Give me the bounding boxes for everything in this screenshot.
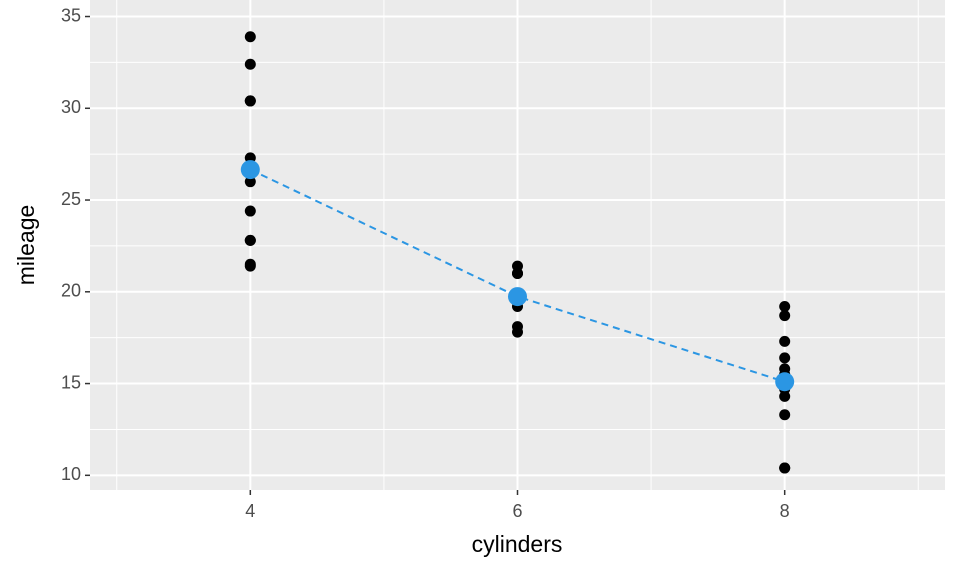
trend-line [249,168,785,383]
point [779,300,791,312]
y-tick-label: 10 [61,464,81,484]
y-tick-label: 30 [61,97,81,117]
point [244,58,256,70]
x-tick-label: 6 [512,501,522,521]
point [240,160,260,180]
point [512,260,523,272]
point [508,287,527,307]
point [244,95,256,107]
x-axis-title: cylinders [472,531,563,557]
point [244,260,256,272]
y-tick-label: 15 [61,372,81,392]
x-tick-label: 4 [245,501,255,521]
point [244,205,256,217]
point [779,352,791,364]
point [779,335,791,347]
y-tick-label: 25 [61,189,81,209]
point [775,372,795,392]
point [779,310,791,322]
point [244,234,256,246]
point [779,462,791,474]
x-tick-label: 8 [780,501,790,521]
point [244,176,256,188]
y-tick-label: 35 [61,5,81,25]
y-axis-title: mileage [13,205,39,286]
point [779,363,791,375]
point [779,409,791,421]
y-tick-label: 20 [61,281,81,301]
point [244,31,256,43]
point [512,326,523,338]
